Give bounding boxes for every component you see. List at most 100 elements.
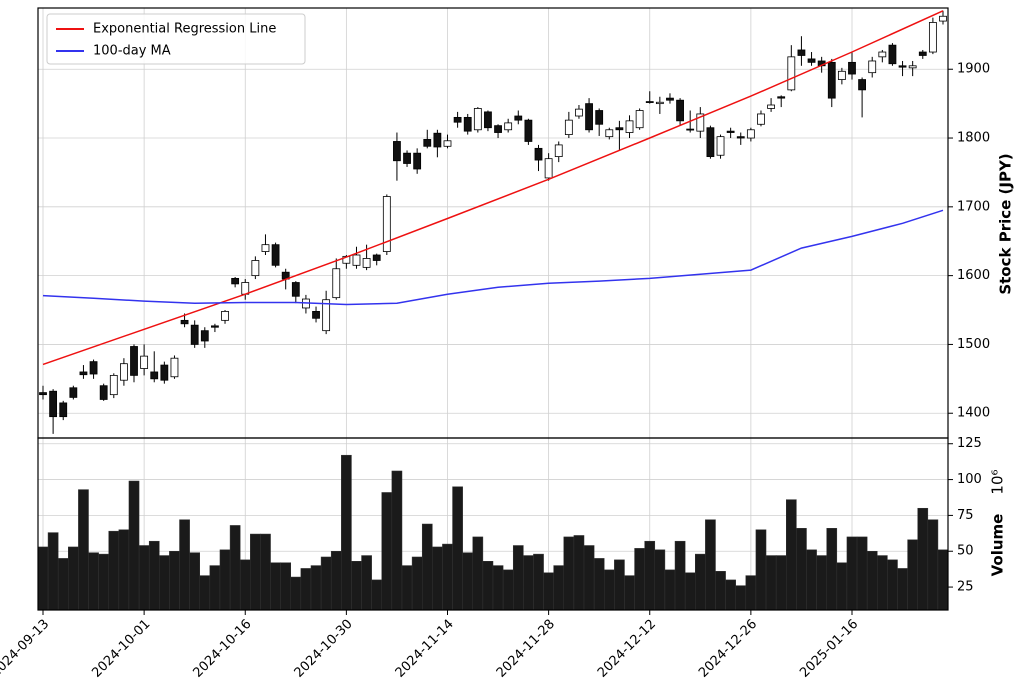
volume-offset-label: 10⁶: [989, 469, 1007, 494]
volume-bar: [866, 550, 878, 611]
volume-bar: [310, 565, 322, 611]
candle-body: [726, 130, 735, 133]
volume-bar: [452, 486, 463, 611]
candle-body: [403, 152, 411, 164]
candle-body: [372, 254, 381, 261]
volume-bar: [290, 576, 302, 611]
volume-bar: [472, 536, 484, 611]
candle-body: [504, 122, 513, 131]
volume-bar: [37, 546, 49, 611]
candle-body: [635, 110, 644, 129]
candle-body: [463, 116, 472, 132]
candle-body: [827, 61, 836, 99]
volume-bar: [47, 532, 59, 611]
candle-body: [190, 324, 199, 345]
volume-bar: [148, 540, 160, 611]
volume-bar: [654, 549, 666, 611]
candle-body: [322, 299, 331, 332]
candle-body: [858, 79, 867, 91]
candle-body: [393, 141, 401, 162]
candle-body: [615, 127, 624, 131]
volume-bar: [88, 552, 99, 611]
series-line: [42, 10, 944, 366]
volume-bar: [684, 572, 696, 611]
candle-body: [666, 97, 674, 101]
volume-bar: [108, 530, 120, 611]
candle-body: [433, 132, 442, 148]
candle-body: [39, 392, 47, 396]
candle-body: [160, 364, 169, 381]
legend: Exponential Regression Line 100-day MA: [46, 13, 306, 65]
volume-bar: [239, 559, 251, 611]
candle-body: [251, 260, 260, 277]
y-tick-label: 1900: [957, 62, 990, 77]
volume-bar: [250, 533, 261, 611]
candle-body: [595, 110, 604, 125]
candle-body: [686, 128, 695, 131]
candle-body: [180, 319, 189, 325]
candle-body: [696, 113, 705, 132]
y-tick-label: 100: [957, 472, 982, 487]
candle-body: [200, 330, 209, 342]
volume-bar: [482, 561, 494, 611]
volume-bar: [462, 552, 474, 611]
volume-bar: [341, 454, 352, 611]
volume-bar: [826, 528, 838, 611]
candle-body: [564, 119, 573, 135]
volume-bar: [765, 555, 777, 611]
volume-bar: [806, 549, 817, 611]
volume-bar: [351, 561, 362, 611]
candle-body: [362, 258, 371, 268]
legend-box: [46, 13, 306, 65]
volume-bar: [664, 569, 676, 611]
candle-body: [140, 355, 149, 369]
volume-bar: [624, 575, 635, 611]
volume-bar: [300, 568, 312, 611]
candle-body: [746, 129, 755, 139]
volume-bar: [330, 550, 342, 611]
volume-bar: [887, 559, 898, 611]
y-axis-label: Stock Price (JPY): [997, 153, 1015, 294]
volume-bar: [421, 523, 433, 611]
volume-bar: [320, 556, 332, 611]
candle-body: [787, 56, 796, 91]
volume-bar: [229, 525, 241, 611]
volume-bar: [553, 565, 565, 611]
volume-bar: [199, 575, 211, 611]
candle-body: [150, 371, 159, 380]
candle-body: [898, 65, 907, 68]
candle-body: [332, 268, 341, 299]
volume-bar: [391, 470, 403, 611]
volume-bar: [836, 562, 848, 611]
candle-body: [534, 147, 543, 161]
candle-body: [271, 244, 280, 266]
candle-body: [99, 385, 108, 400]
volume-bar: [563, 536, 575, 611]
volume-bar: [674, 540, 686, 611]
volume-bar: [159, 555, 170, 611]
volume-bar: [583, 545, 595, 611]
volume-bar: [523, 555, 534, 611]
series-line: [42, 209, 944, 306]
candle-body: [524, 119, 533, 142]
candle-body: [625, 120, 634, 133]
volume-bar: [118, 529, 130, 611]
candle-body: [291, 282, 300, 297]
candle-body: [676, 99, 684, 122]
y-tick-label: 1400: [957, 406, 990, 421]
y-tick-label: 75: [957, 508, 974, 523]
volume-bar: [917, 507, 929, 611]
volume-bar: [78, 489, 89, 611]
candle-body: [453, 116, 462, 123]
volume-bar: [846, 536, 858, 611]
volume-bar: [755, 529, 767, 611]
candle-body: [939, 15, 947, 22]
volume-bar: [907, 539, 918, 611]
volume-bar: [128, 480, 140, 611]
volume-bar: [644, 540, 656, 611]
candle-body: [848, 61, 856, 75]
candle-body: [908, 65, 917, 69]
candle-body: [575, 108, 583, 117]
candle-body: [544, 158, 553, 179]
